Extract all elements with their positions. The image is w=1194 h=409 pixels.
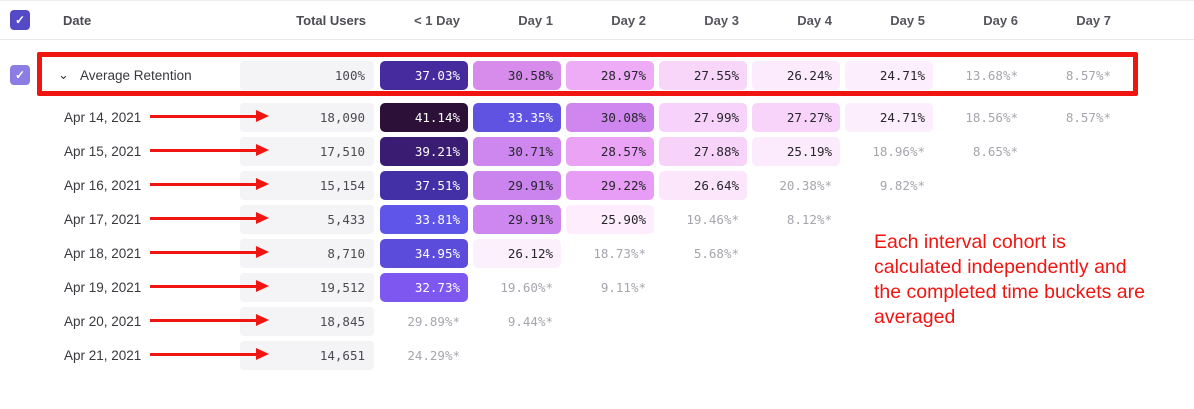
retention-cell[interactable]: 37.51% — [380, 170, 468, 200]
retention-cell[interactable]: 25.19% — [752, 136, 840, 166]
retention-cell: 24.29%* — [407, 347, 460, 363]
retention-cell[interactable]: 29.91% — [473, 170, 561, 200]
retention-cell[interactable]: 33.35% — [473, 102, 561, 132]
total-users-cell: 17,510 — [240, 136, 374, 166]
retention-cell[interactable]: 30.08% — [566, 102, 654, 132]
column-header-lt-1-day: < 1 Day — [414, 12, 460, 28]
table-row: Apr 16, 2021 15,154 37.51% 29.91% 29.22% 26.6… — [0, 168, 1194, 202]
column-header-total-users: Total Users — [296, 12, 366, 28]
retention-cell[interactable]: 26.24% — [752, 60, 840, 90]
retention-cell: 9.82%* — [879, 177, 925, 193]
select-all-checkbox[interactable]: ✓ — [10, 10, 30, 30]
total-users-cell: 5,433 — [240, 204, 374, 234]
retention-cell[interactable]: 27.27% — [752, 102, 840, 132]
cohort-date-label: Apr 17, 2021 — [64, 211, 142, 227]
column-header-day-1: Day 1 — [518, 12, 553, 28]
column-header-day-7: Day 7 — [1076, 12, 1111, 28]
cohort-date-label: Apr 18, 2021 — [64, 245, 142, 261]
total-users-cell: 18,090 — [240, 102, 374, 132]
retention-cell[interactable]: 33.81% — [380, 204, 468, 234]
cohort-date-label: Apr 16, 2021 — [64, 177, 142, 193]
retention-cell[interactable]: 27.55% — [659, 60, 747, 90]
column-header-day-3: Day 3 — [704, 12, 739, 28]
total-users-cell: 100% — [240, 60, 374, 90]
retention-cell[interactable]: 39.21% — [380, 136, 468, 166]
retention-cell: 8.65%* — [972, 143, 1018, 159]
table-row-average: ✓ ⌄ Average Retention 100% 37.03% 30.58% 28.97… — [0, 58, 1194, 92]
total-users-cell: 14,651 — [240, 340, 374, 370]
retention-cell: 8.57%* — [1065, 109, 1111, 125]
table-body: ✓ ⌄ Average Retention 100% 37.03% 30.58% 28.97… — [0, 58, 1194, 372]
table-row: Apr 20, 2021 18,845 29.89%* 9.44%* — [0, 304, 1194, 338]
retention-cell: 5.68%* — [693, 245, 739, 261]
table-header: ✓ Date Total Users < 1 Day Day 1 Day 2 D… — [0, 1, 1194, 40]
cohort-date-label: Apr 15, 2021 — [64, 143, 142, 159]
table-row: Apr 15, 2021 17,510 39.21% 30.71% 28.57% 27.8… — [0, 134, 1194, 168]
cohort-date-label: Apr 14, 2021 — [64, 109, 142, 125]
retention-cell[interactable]: 28.57% — [566, 136, 654, 166]
table-row: Apr 21, 2021 14,651 24.29%* — [0, 338, 1194, 372]
column-header-date: Date — [63, 12, 92, 28]
total-users-cell: 15,154 — [240, 170, 374, 200]
column-header-day-5: Day 5 — [890, 12, 925, 28]
cohort-date-label: Apr 19, 2021 — [64, 279, 142, 295]
retention-cell: 18.96%* — [872, 143, 925, 159]
retention-cell: 18.73%* — [593, 245, 646, 261]
retention-cell[interactable]: 30.71% — [473, 136, 561, 166]
retention-cell: 19.46%* — [686, 211, 739, 227]
retention-cell: 8.12%* — [786, 211, 832, 227]
chevron-down-icon[interactable]: ⌄ — [58, 67, 69, 82]
table-row: Apr 18, 2021 8,710 34.95% 26.12% 18.73%* 5.68… — [0, 236, 1194, 270]
retention-cell: 19.60%* — [500, 279, 553, 295]
row-checkbox[interactable]: ✓ — [10, 65, 30, 85]
table-row: Apr 17, 2021 5,433 33.81% 29.91% 25.90% 19.46… — [0, 202, 1194, 236]
table-row: Apr 14, 2021 18,090 41.14% 33.35% 30.08% 27.9… — [0, 100, 1194, 134]
cohort-date-label: Apr 20, 2021 — [64, 313, 142, 329]
retention-cell[interactable]: 24.71% — [845, 102, 933, 132]
retention-cell[interactable]: 32.73% — [380, 272, 468, 302]
retention-cell[interactable]: 24.71% — [845, 60, 933, 90]
retention-cell[interactable]: 26.64% — [659, 170, 747, 200]
retention-cell[interactable]: 28.97% — [566, 60, 654, 90]
retention-cell[interactable]: 27.88% — [659, 136, 747, 166]
retention-cell[interactable]: 34.95% — [380, 238, 468, 268]
average-retention-label: Average Retention — [80, 67, 192, 83]
retention-cell[interactable]: 26.12% — [473, 238, 561, 268]
retention-cell[interactable]: 25.90% — [566, 204, 654, 234]
total-users-cell: 18,845 — [240, 306, 374, 336]
retention-cell[interactable]: 41.14% — [380, 102, 468, 132]
column-header-day-4: Day 4 — [797, 12, 832, 28]
retention-cell[interactable]: 37.03% — [380, 60, 468, 90]
retention-cell: 8.57%* — [1065, 67, 1111, 83]
cohort-date-label: Apr 21, 2021 — [64, 347, 142, 363]
retention-cell[interactable]: 29.91% — [473, 204, 561, 234]
retention-cell: 13.68%* — [965, 67, 1018, 83]
retention-cell: 9.11%* — [600, 279, 646, 295]
table-row: Apr 19, 2021 19,512 32.73% 19.60%* 9.11%* — [0, 270, 1194, 304]
retention-cell[interactable]: 29.22% — [566, 170, 654, 200]
total-users-cell: 8,710 — [240, 238, 374, 268]
retention-cell: 18.56%* — [965, 109, 1018, 125]
column-header-day-2: Day 2 — [611, 12, 646, 28]
retention-cell: 29.89%* — [407, 313, 460, 329]
column-header-day-6: Day 6 — [983, 12, 1018, 28]
total-users-cell: 19,512 — [240, 272, 374, 302]
retention-cell: 20.38%* — [779, 177, 832, 193]
retention-cell[interactable]: 27.99% — [659, 102, 747, 132]
retention-cell: 9.44%* — [507, 313, 553, 329]
retention-cell[interactable]: 30.58% — [473, 60, 561, 90]
